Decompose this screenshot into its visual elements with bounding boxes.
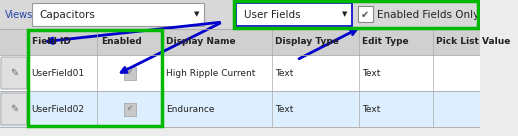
Text: Edit Type: Edit Type: [363, 38, 409, 47]
FancyBboxPatch shape: [236, 3, 352, 26]
Text: ▼: ▼: [194, 12, 199, 18]
FancyBboxPatch shape: [0, 29, 480, 55]
FancyBboxPatch shape: [358, 6, 372, 22]
Text: ▼: ▼: [342, 12, 348, 18]
FancyBboxPatch shape: [124, 67, 136, 80]
Text: Display Type: Display Type: [275, 38, 339, 47]
Text: ✔: ✔: [126, 69, 133, 78]
FancyBboxPatch shape: [124, 103, 136, 115]
FancyBboxPatch shape: [0, 29, 480, 127]
FancyBboxPatch shape: [0, 91, 480, 127]
Text: Enabled Fields Only: Enabled Fields Only: [377, 10, 480, 19]
Text: ✎: ✎: [10, 104, 18, 114]
Text: Capacitors: Capacitors: [40, 10, 96, 19]
Text: Text: Text: [275, 69, 294, 78]
Text: Pick List Value: Pick List Value: [437, 38, 511, 47]
Text: UserField02: UserField02: [32, 104, 84, 114]
Text: Views: Views: [5, 10, 33, 19]
Text: Display Name: Display Name: [166, 38, 236, 47]
Text: Endurance: Endurance: [166, 104, 214, 114]
Text: UserField01: UserField01: [32, 69, 84, 78]
Text: ✔: ✔: [361, 10, 369, 20]
Text: ✎: ✎: [10, 68, 18, 78]
Text: Text: Text: [275, 104, 294, 114]
FancyBboxPatch shape: [0, 0, 480, 29]
Text: High Ripple Current: High Ripple Current: [166, 69, 255, 78]
FancyBboxPatch shape: [33, 3, 204, 26]
Text: Field ID: Field ID: [32, 38, 70, 47]
Text: User Fields: User Fields: [244, 10, 300, 19]
FancyBboxPatch shape: [1, 57, 27, 89]
Text: ✔: ✔: [126, 104, 133, 114]
Text: Text: Text: [363, 69, 381, 78]
Text: Text: Text: [363, 104, 381, 114]
FancyBboxPatch shape: [1, 93, 27, 125]
Text: Enabled: Enabled: [101, 38, 142, 47]
